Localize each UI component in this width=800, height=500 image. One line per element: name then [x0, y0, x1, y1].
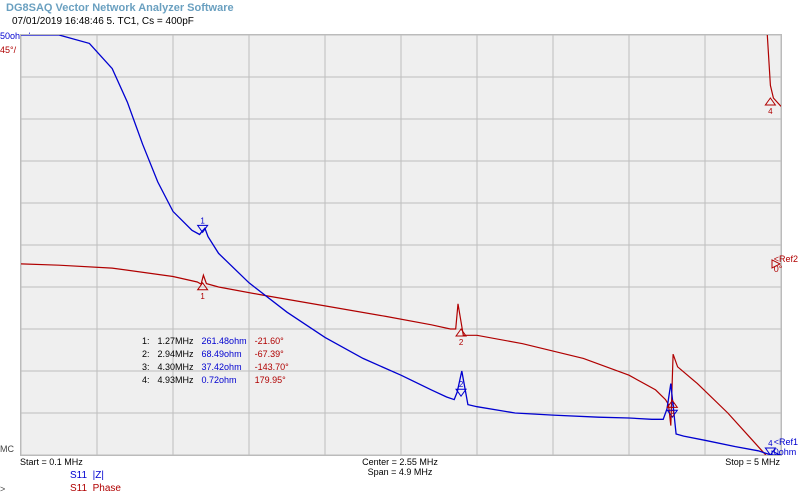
- plot-svg: 11223344: [21, 35, 781, 455]
- marker-row: 4:4.93MHz0.72ohm179.95°: [142, 375, 295, 386]
- svg-text:4: 4: [768, 439, 773, 448]
- plot-area[interactable]: 11223344: [20, 34, 782, 456]
- svg-text:4: 4: [768, 107, 773, 116]
- chart-container: 50ohm/ 45°/ 11223344 <Ref2 0° <Ref1 0ohm…: [0, 29, 800, 469]
- ref1-label: <Ref1 0ohm: [774, 437, 798, 457]
- x-center-label: Center = 2.55 MHzSpan = 4.9 MHz: [362, 457, 438, 477]
- svg-text:1: 1: [200, 292, 205, 301]
- marker-row: 1:1.27MHz261.48ohm-21.60°: [142, 336, 295, 347]
- marker-row: 3:4.30MHz37.42ohm-143.70°: [142, 362, 295, 373]
- x-start-label: Start = 0.1 MHz: [20, 457, 83, 467]
- svg-text:1: 1: [200, 216, 205, 225]
- y-axis-label-phase: 45°/: [0, 45, 16, 55]
- subtitle-line: 07/01/2019 16:48:46 5. TC1, Cs = 400pF: [0, 16, 800, 29]
- ref2-label: <Ref2 0°: [774, 254, 798, 274]
- legend-z: S11 |Z|: [70, 470, 121, 483]
- app-title: DG8SAQ Vector Network Analyzer Software: [0, 0, 800, 16]
- svg-text:2: 2: [459, 380, 464, 389]
- legend-phase: S11 Phase: [70, 483, 121, 496]
- svg-text:2: 2: [459, 338, 464, 347]
- trace-legend: S11 |Z| S11 Phase: [70, 470, 121, 496]
- x-stop-label: Stop = 5 MHz: [725, 457, 780, 467]
- arrow-label: >: [0, 484, 5, 494]
- marker-readout-table: 1:1.27MHz261.48ohm-21.60° 2:2.94MHz68.49o…: [140, 334, 297, 388]
- mc-label: MC: [0, 444, 14, 454]
- svg-text:3: 3: [670, 409, 675, 418]
- marker-row: 2:2.94MHz68.49ohm-67.39°: [142, 349, 295, 360]
